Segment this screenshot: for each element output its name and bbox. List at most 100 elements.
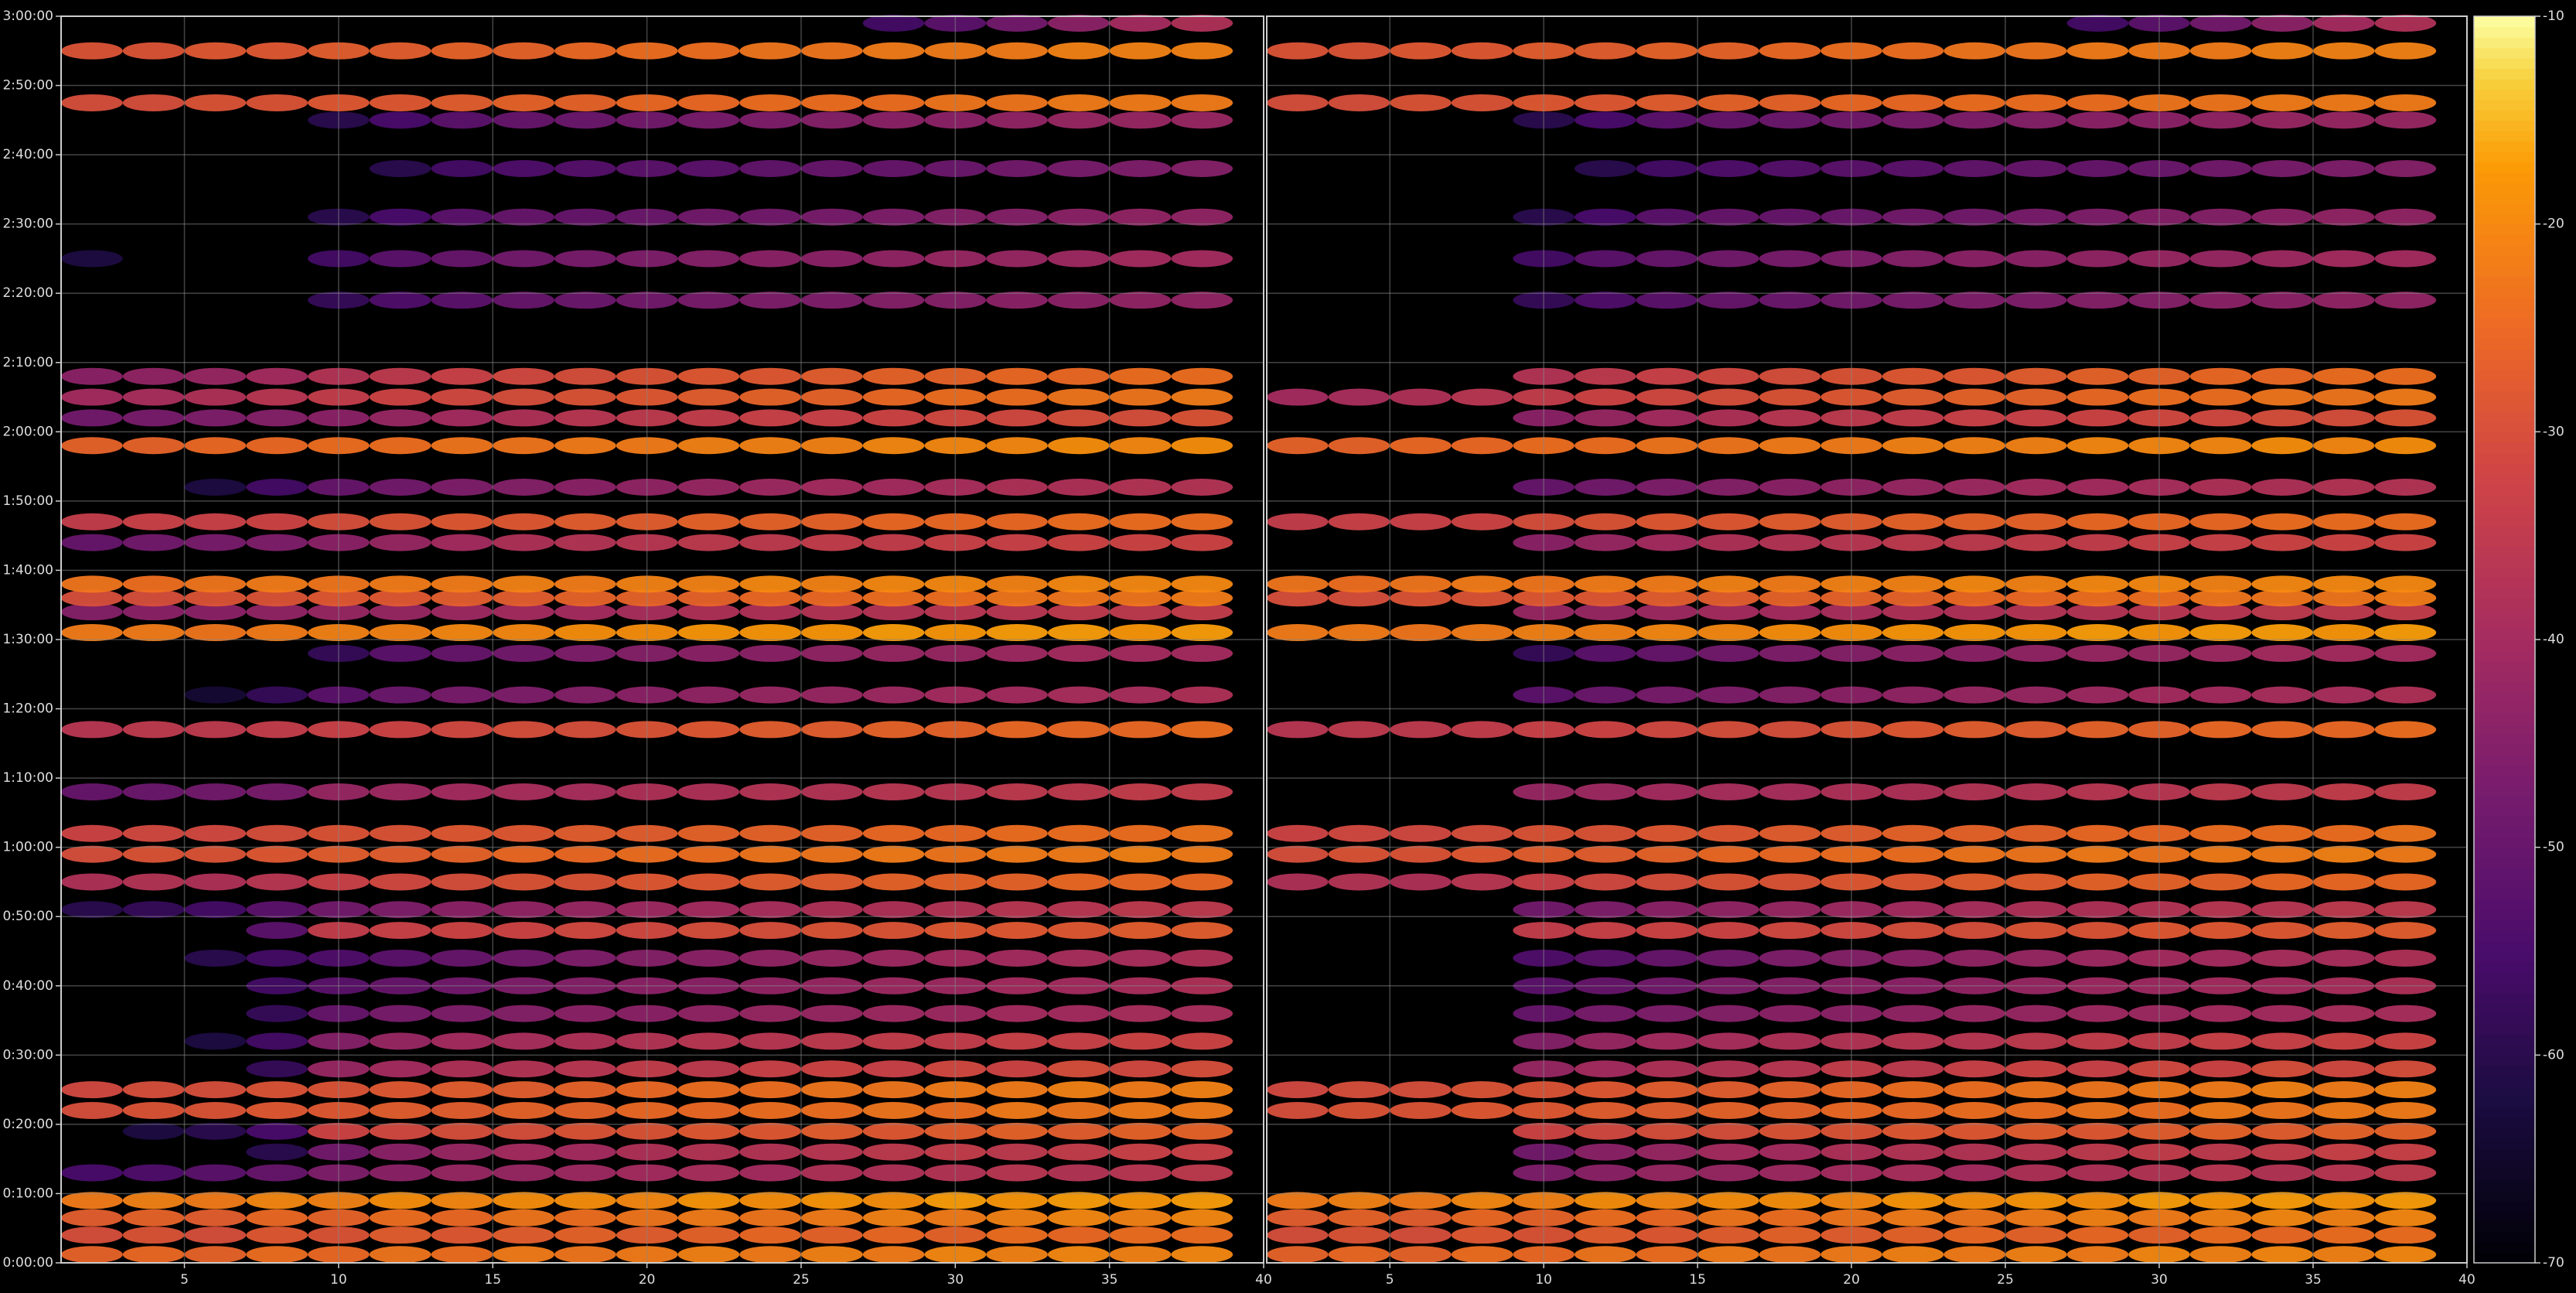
- cell: [2251, 1209, 2314, 1226]
- cell: [1697, 922, 1759, 940]
- cell: [1109, 589, 1172, 607]
- cell: [1267, 388, 1329, 406]
- cell: [677, 1005, 740, 1022]
- cell: [1451, 1192, 1513, 1209]
- cell: [493, 603, 554, 621]
- cell: [739, 901, 801, 919]
- cell: [2251, 208, 2314, 226]
- cell: [1697, 1122, 1759, 1140]
- cell: [1171, 1143, 1233, 1161]
- cell: [1943, 1101, 2006, 1119]
- cell: [61, 42, 123, 60]
- cell: [246, 686, 308, 704]
- cell: [369, 1005, 432, 1022]
- colorbar-segment: [2474, 732, 2535, 745]
- cell: [61, 873, 123, 891]
- cell: [986, 1005, 1048, 1022]
- cell: [986, 644, 1048, 662]
- cell: [2374, 1164, 2437, 1182]
- cell: [2066, 14, 2129, 32]
- cell: [800, 721, 863, 739]
- cell: [554, 624, 616, 642]
- cell: [1636, 824, 1698, 842]
- cell: [1636, 644, 1698, 662]
- cell: [2066, 111, 2129, 129]
- cell: [369, 1192, 432, 1209]
- cell: [554, 1164, 616, 1182]
- cell: [986, 1209, 1048, 1226]
- cell: [986, 160, 1048, 178]
- cell: [1697, 1081, 1759, 1099]
- cell: [1574, 292, 1636, 309]
- cell: [122, 1122, 185, 1140]
- colorbar-segment: [2474, 940, 2535, 952]
- cell: [1574, 1005, 1636, 1022]
- cell: [1171, 367, 1233, 385]
- colorbar-segment: [2474, 307, 2535, 319]
- cell: [1109, 1005, 1172, 1022]
- cell: [246, 1246, 308, 1264]
- cell: [1636, 901, 1698, 919]
- cell: [1047, 42, 1110, 60]
- cell: [431, 437, 493, 455]
- cell: [2066, 94, 2129, 111]
- colorbar-segment: [2474, 1107, 2535, 1118]
- cell: [1574, 644, 1636, 662]
- cell: [1882, 250, 1944, 268]
- colorbar-segment: [2474, 432, 2535, 443]
- cell: [739, 534, 801, 551]
- cell: [2066, 409, 2129, 427]
- cell: [677, 589, 740, 607]
- cell: [2251, 111, 2314, 129]
- colorbar-segment: [2474, 1158, 2535, 1171]
- cell: [1047, 1192, 1110, 1209]
- cell: [2189, 1226, 2252, 1244]
- cell: [61, 1209, 123, 1226]
- cell: [677, 845, 740, 863]
- cell: [986, 1164, 1048, 1182]
- colorbar-segment: [2474, 68, 2535, 80]
- x-tick-label: 40: [2458, 1272, 2475, 1288]
- cell: [1882, 1143, 1944, 1161]
- cell: [369, 901, 432, 919]
- cell: [554, 1226, 616, 1244]
- cell: [1171, 1060, 1233, 1078]
- y-tick-label: 0:20:00: [2, 1117, 53, 1132]
- cell: [1574, 534, 1636, 551]
- cell: [246, 367, 308, 385]
- cell: [2374, 949, 2437, 967]
- cell: [1759, 94, 1821, 111]
- cell: [1109, 208, 1172, 226]
- cell: [246, 949, 308, 967]
- cell: [2374, 686, 2437, 704]
- colorbar-segment: [2474, 504, 2535, 516]
- cell: [1759, 208, 1821, 226]
- cell: [369, 160, 432, 178]
- cell: [1759, 513, 1821, 531]
- colorbar-segment: [2474, 193, 2535, 204]
- cell: [122, 437, 185, 455]
- cell: [677, 42, 740, 60]
- cell: [61, 513, 123, 531]
- cell: [184, 534, 247, 551]
- cell: [1943, 603, 2006, 621]
- cell: [739, 250, 801, 268]
- cell: [61, 824, 123, 842]
- cell: [1759, 478, 1821, 496]
- cell: [800, 1192, 863, 1209]
- cell: [554, 513, 616, 531]
- cell: [1943, 624, 2006, 642]
- cell: [61, 94, 123, 111]
- cell: [184, 1164, 247, 1182]
- cell: [1636, 1032, 1698, 1050]
- cell: [246, 589, 308, 607]
- cell: [862, 783, 925, 801]
- cell: [1882, 603, 1944, 621]
- cell: [61, 367, 123, 385]
- cell: [677, 111, 740, 129]
- cell: [1109, 478, 1172, 496]
- colorbar-segment: [2474, 493, 2535, 506]
- cell: [2189, 1101, 2252, 1119]
- cell: [1697, 1209, 1759, 1226]
